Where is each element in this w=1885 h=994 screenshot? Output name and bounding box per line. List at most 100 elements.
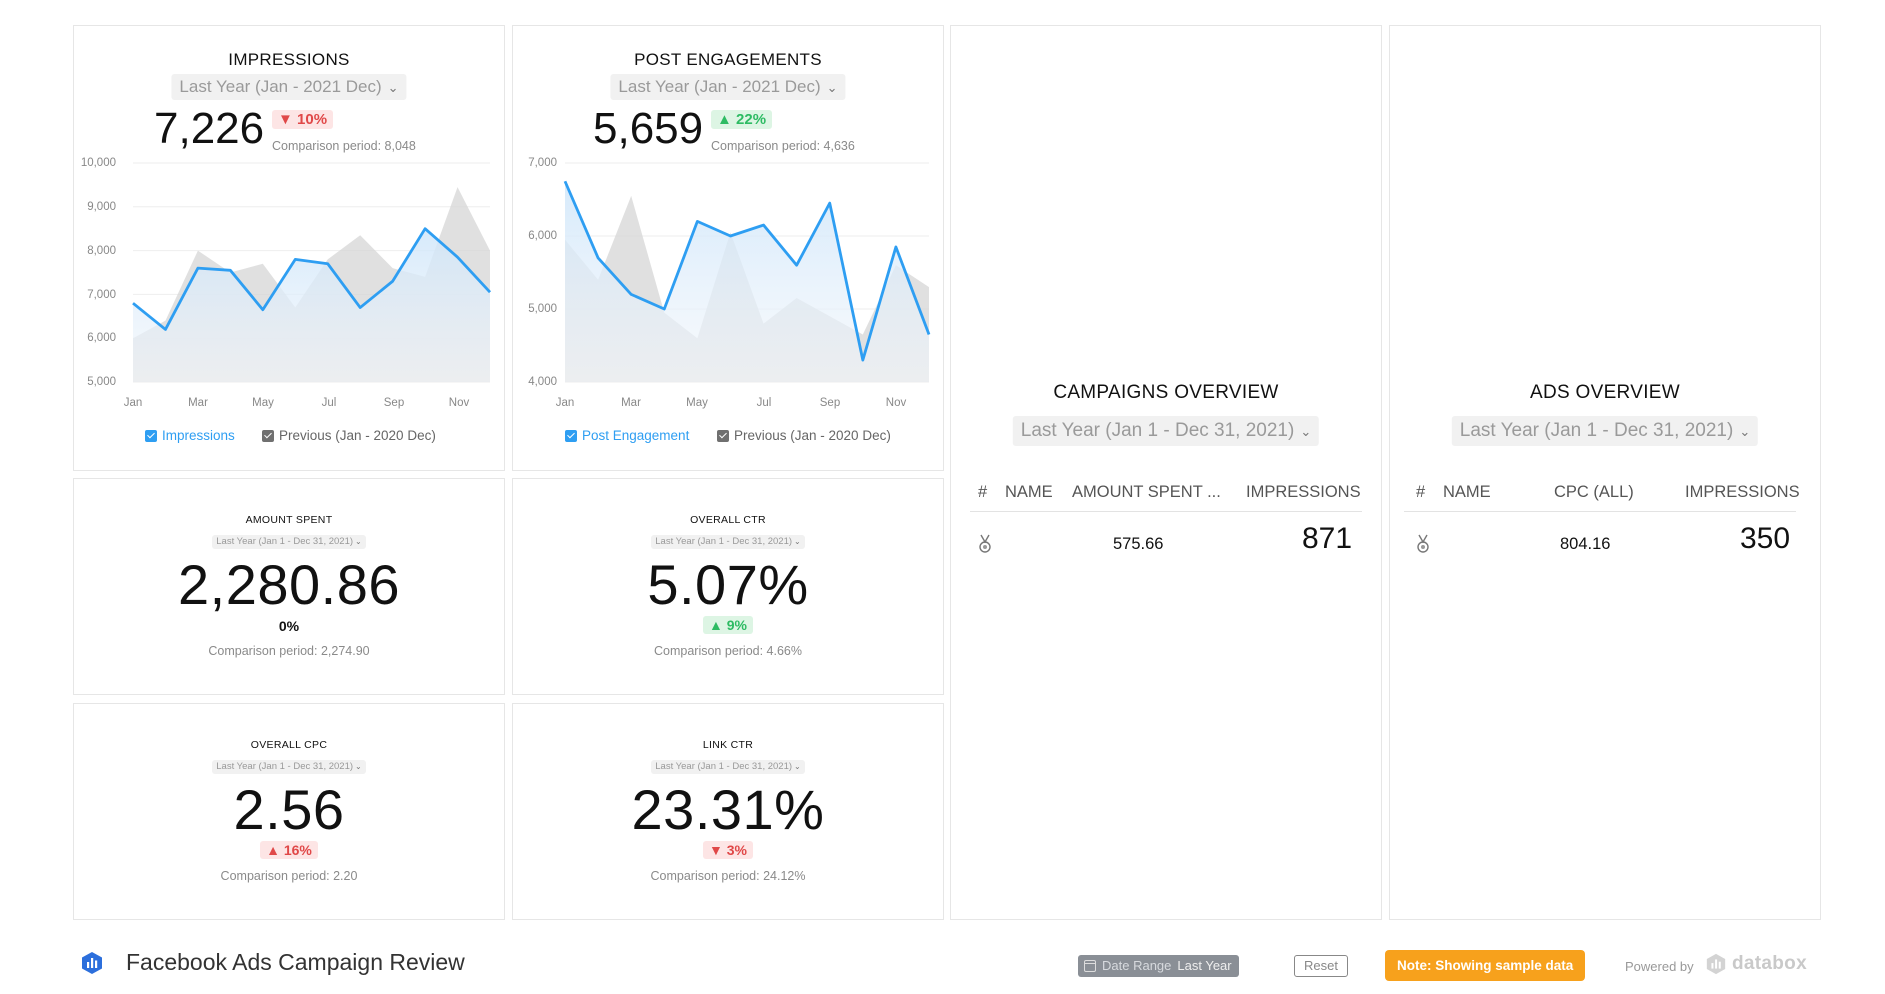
chevron-down-icon: ⌄ — [355, 762, 362, 771]
ads-range-select[interactable]: Last Year (Jan 1 - Dec 31, 2021) ⌄ — [1451, 416, 1759, 446]
overall-cpc-range-select[interactable]: Last Year (Jan 1 - Dec 31, 2021) ⌄ — [212, 760, 366, 774]
date-range-label: Date Range — [1102, 958, 1172, 973]
data-point[interactable] — [857, 354, 869, 366]
x-tick: Nov — [448, 397, 470, 409]
x-tick: Jul — [756, 397, 772, 409]
data-point[interactable] — [452, 251, 464, 263]
y-tick: 5,000 — [87, 376, 116, 388]
data-point[interactable] — [592, 252, 604, 264]
data-point[interactable] — [758, 219, 770, 231]
campaigns-range-select[interactable]: Last Year (Jan 1 - Dec 31, 2021) ⌄ — [1012, 416, 1320, 446]
overall-cpc-title: OVERALL CPC — [250, 739, 328, 751]
link-ctr-card: LINK CTR Last Year (Jan 1 - Dec 31, 2021… — [512, 703, 944, 920]
x-tick: May — [252, 397, 274, 409]
post-engagements-card: POST ENGAGEMENTS Last Year (Jan - 2021 D… — [512, 25, 944, 471]
post-engagements-comparison: Comparison period: 4,636 — [711, 139, 855, 153]
table-divider — [970, 511, 1362, 512]
impressions-chart — [127, 162, 496, 383]
chevron-down-icon: ⌄ — [794, 762, 801, 771]
data-point[interactable] — [791, 259, 803, 271]
column-cpc[interactable]: CPC (ALL) — [1554, 483, 1634, 501]
data-point[interactable] — [192, 262, 204, 274]
date-range-button[interactable]: Date Range Last Year — [1078, 955, 1239, 977]
data-point[interactable] — [159, 323, 171, 335]
chevron-down-icon: ⌄ — [355, 537, 362, 546]
databox-logo-icon — [80, 951, 104, 975]
legend-label: Previous (Jan - 2020 Dec) — [734, 428, 891, 443]
checkbox-checked-icon — [717, 429, 729, 442]
databox-brand-link[interactable]: databox — [1705, 953, 1807, 975]
impressions-cell: 350 — [1740, 522, 1791, 555]
column-impressions[interactable]: IMPRESSIONS — [1246, 483, 1361, 501]
range-label: Last Year (Jan 1 - Dec 31, 2021) — [655, 761, 793, 772]
checkbox-checked-icon — [145, 429, 157, 442]
legend-previous[interactable]: Previous (Jan - 2020 Dec) — [717, 428, 891, 443]
impressions-title: IMPRESSIONS — [228, 50, 350, 69]
post-engagements-title: POST ENGAGEMENTS — [634, 50, 822, 69]
link-ctr-range-select[interactable]: Last Year (Jan 1 - Dec 31, 2021) ⌄ — [651, 760, 805, 774]
data-point[interactable] — [658, 303, 670, 315]
data-point[interactable] — [890, 241, 902, 253]
x-tick: May — [686, 397, 708, 409]
y-tick: 6,000 — [87, 332, 116, 344]
amount-spent-title: AMOUNT SPENT — [245, 514, 333, 526]
data-point[interactable] — [127, 297, 139, 309]
range-label: Last Year (Jan 1 - Dec 31, 2021) — [1020, 420, 1295, 441]
data-point[interactable] — [387, 275, 399, 287]
data-point[interactable] — [691, 215, 703, 227]
range-label: Last Year (Jan - 2021 Dec) — [179, 77, 382, 96]
chevron-down-icon: ⌄ — [794, 537, 801, 546]
data-point[interactable] — [419, 223, 431, 235]
data-point[interactable] — [559, 175, 571, 187]
overall-ctr-title: OVERALL CTR — [690, 514, 766, 526]
impressions-cell: 871 — [1302, 522, 1353, 555]
powered-by-label: Powered by — [1625, 959, 1694, 974]
data-point[interactable] — [824, 197, 836, 209]
current-series-line — [563, 180, 931, 362]
overall-cpc-delta-badge: ▲ 16% — [260, 841, 318, 859]
range-label: Last Year (Jan - 2021 Dec) — [618, 77, 821, 96]
amount-spent-delta: 0% — [278, 618, 300, 634]
checkbox-checked-icon — [262, 429, 274, 442]
overall-ctr-comparison: Comparison period: 4.66% — [654, 644, 802, 658]
y-tick: 4,000 — [528, 376, 557, 388]
data-point[interactable] — [354, 302, 366, 314]
impressions-delta-badge: ▼ 10% — [272, 110, 334, 129]
sample-data-note: Note: Showing sample data — [1385, 950, 1586, 981]
reset-button[interactable]: Reset — [1294, 955, 1348, 977]
data-point[interactable] — [257, 304, 269, 316]
x-tick: Jul — [321, 397, 337, 409]
legend-previous[interactable]: Previous (Jan - 2020 Dec) — [262, 428, 436, 443]
data-point[interactable] — [484, 286, 496, 298]
ads-overview-card: ADS OVERVIEW Last Year (Jan 1 - Dec 31, … — [1389, 25, 1821, 920]
data-point[interactable] — [923, 329, 935, 341]
x-tick: Mar — [188, 397, 208, 409]
legend-post-engagement[interactable]: Post Engagement — [565, 428, 689, 443]
amount-spent-card: AMOUNT SPENT Last Year (Jan 1 - Dec 31, … — [73, 478, 505, 695]
overall-ctr-range-select[interactable]: Last Year (Jan 1 - Dec 31, 2021) ⌄ — [651, 535, 805, 549]
link-ctr-title: LINK CTR — [702, 739, 754, 751]
table-divider — [1404, 511, 1796, 512]
ads-overview-title: ADS OVERVIEW — [1529, 382, 1680, 403]
y-tick: 5,000 — [528, 303, 557, 315]
data-point[interactable] — [625, 288, 637, 300]
impressions-range-select[interactable]: Last Year (Jan - 2021 Dec) ⌄ — [171, 74, 407, 100]
data-point[interactable] — [289, 253, 301, 265]
range-label: Last Year (Jan 1 - Dec 31, 2021) — [216, 536, 354, 547]
post-engagements-range-select[interactable]: Last Year (Jan - 2021 Dec) ⌄ — [610, 74, 846, 100]
column-impressions[interactable]: IMPRESSIONS — [1685, 483, 1800, 501]
cpc-cell: 804.16 — [1560, 535, 1611, 553]
checkbox-checked-icon — [565, 429, 577, 442]
data-point[interactable] — [322, 258, 334, 270]
column-name[interactable]: NAME — [1005, 483, 1053, 501]
current-series-area — [565, 181, 929, 382]
legend-impressions[interactable]: Impressions — [145, 428, 235, 443]
column-amount-spent[interactable]: AMOUNT SPENT ... — [1072, 483, 1221, 501]
data-point[interactable] — [224, 264, 236, 276]
data-point[interactable] — [724, 230, 736, 242]
post-engagements-delta-badge: ▲ 22% — [711, 110, 773, 129]
column-name[interactable]: NAME — [1443, 483, 1491, 501]
amount-spent-range-select[interactable]: Last Year (Jan 1 - Dec 31, 2021) ⌄ — [212, 535, 366, 549]
post-engagements-value: 5,659 — [593, 104, 704, 153]
amount-spent-comparison: Comparison period: 2,274.90 — [208, 644, 370, 658]
